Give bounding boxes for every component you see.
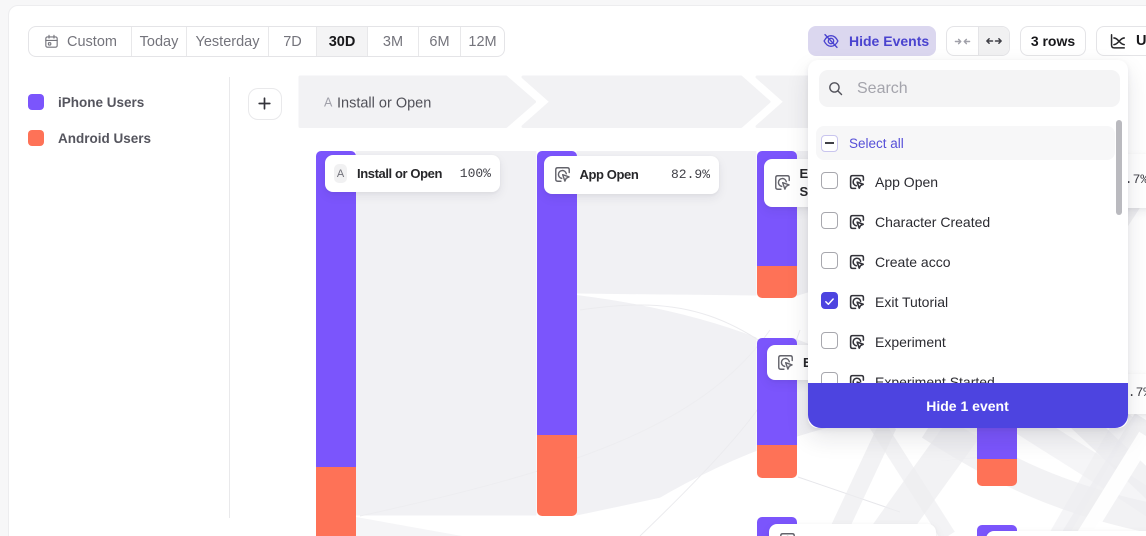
svg-text:A: A [324,96,333,110]
svg-text:Install or Open: Install or Open [337,96,431,112]
